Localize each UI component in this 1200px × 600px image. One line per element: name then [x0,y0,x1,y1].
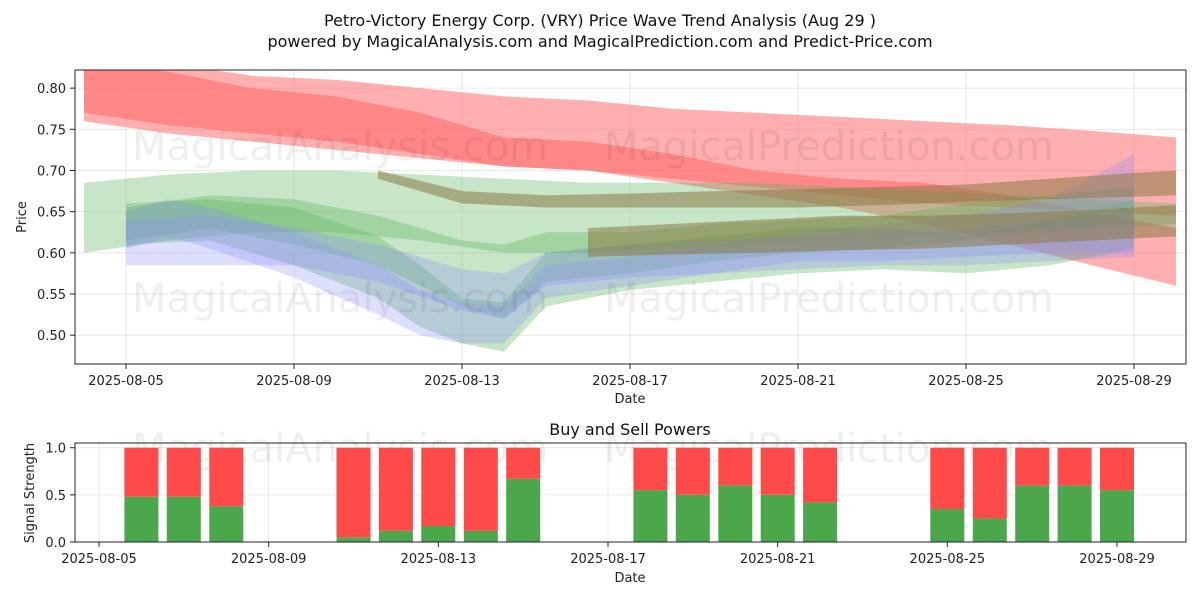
price-y-axis-label: Price [15,201,30,233]
price-x-ticks: 2025-08-05 2025-08-09 2025-08-13 2025-08-17… [88,364,1172,389]
watermark-mid-right: MagicalPrediction.com [604,276,1054,322]
sell-bar [803,447,838,503]
signal-y-ticks: 0.0 0.5 1.0 [45,442,75,551]
price-band-red-1 [84,70,1176,286]
signal-y-tick-label: 0.0 [45,536,66,551]
price-y-tick-label: 0.60 [37,247,66,262]
sell-bar [760,447,795,495]
signal-title: Buy and Sell Powers [549,420,711,439]
sell-bar [1100,447,1134,491]
chart-subtitle: powered by MagicalAnalysis.com and Magic… [267,32,932,51]
buy-bar [506,478,541,542]
price-y-tick-label: 0.80 [37,82,66,97]
buy-bar [209,506,244,542]
buy-bar [1100,490,1134,542]
buy-bar [463,530,498,542]
price-x-tick-label: 2025-08-17 [592,374,668,389]
signal-x-tick-label: 2025-08-21 [740,552,816,567]
price-x-axis-label: Date [614,392,645,407]
signal-x-tick-label: 2025-08-05 [61,552,137,567]
sell-bar [421,447,456,526]
signal-x-axis-label: Date [614,571,645,586]
sell-bar [166,447,201,497]
sell-bar [675,447,710,495]
signal-y-tick-label: 0.5 [45,489,66,504]
buy-bar [421,526,456,542]
buy-bar [760,494,795,542]
signal-x-tick-label: 2025-08-25 [910,552,986,567]
price-panel: MagicalAnalysis.com MagicalPrediction.co… [15,69,1187,407]
price-x-tick-label: 2025-08-13 [424,374,500,389]
price-x-tick-label: 2025-08-25 [928,374,1004,389]
buy-bar [718,485,753,542]
buy-bar [378,530,413,542]
buy-bar [803,502,838,542]
sell-bar [718,447,753,486]
buy-bar [675,494,710,542]
buy-bar [166,496,201,542]
signal-y-axis-label: Signal Strength [23,443,38,543]
buy-bar [1015,485,1050,542]
sell-bar [506,447,541,479]
buy-bar [633,490,668,542]
buy-bar [930,509,965,542]
sell-bar [1057,447,1092,486]
sell-bar [378,447,413,531]
signal-x-tick-label: 2025-08-09 [231,552,307,567]
signal-plot-frame [74,442,1187,543]
sell-bar [930,447,965,509]
sell-bar [463,447,498,531]
price-band-olive-8 [588,205,1176,257]
price-band-blue-5 [126,154,1134,344]
signal-y-tick-label: 1.0 [45,442,66,457]
buy-bar [336,537,371,542]
signal-x-tick-label: 2025-08-17 [570,552,646,567]
price-y-tick-label: 0.75 [37,123,66,138]
price-bands-clipped [84,70,1176,352]
price-y-tick-label: 0.50 [37,329,66,344]
signal-panel: Buy and Sell Powers MagicalAnalysis.com … [23,420,1187,586]
buy-bar [972,518,1007,542]
sell-bar [124,447,159,497]
price-bands [84,70,1176,352]
price-x-tick-label: 2025-08-05 [88,374,164,389]
buy-bar [1057,485,1092,542]
price-y-tick-label: 0.65 [37,206,66,221]
sell-bar [633,447,668,491]
signal-x-ticks: 2025-08-05 2025-08-09 2025-08-13 2025-08-17… [61,542,1155,567]
price-x-tick-label: 2025-08-09 [256,374,332,389]
signal-x-tick-label: 2025-08-13 [401,552,477,567]
signal-bars [124,447,1134,542]
watermark-top-left: MagicalAnalysis.com [132,124,548,170]
watermark-top-right: MagicalPrediction.com [604,124,1054,170]
price-y-tick-label: 0.70 [37,164,66,179]
price-x-tick-label: 2025-08-29 [1096,374,1172,389]
price-y-tick-label: 0.55 [37,288,66,303]
sell-bar [972,447,1007,519]
sell-bar [336,447,371,538]
buy-bar [124,496,159,542]
price-y-ticks: 0.50 0.55 0.60 0.65 0.70 0.75 0.80 [37,82,75,344]
price-x-tick-label: 2025-08-21 [760,374,836,389]
sell-bar [1015,447,1050,486]
signal-x-tick-label: 2025-08-29 [1079,552,1155,567]
price-band-olive-7 [378,170,1176,208]
chart-title: Petro-Victory Energy Corp. (VRY) Price W… [324,11,876,30]
watermark-mid-left: MagicalAnalysis.com [132,276,548,322]
sell-bar [209,447,244,507]
